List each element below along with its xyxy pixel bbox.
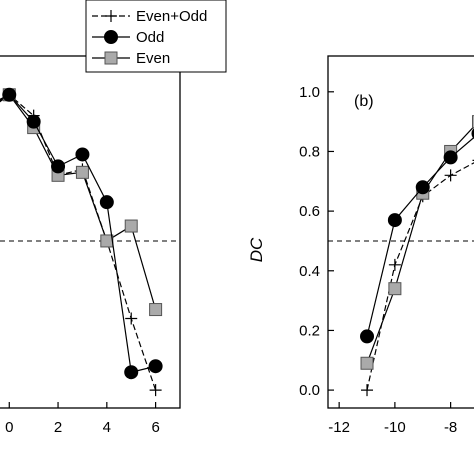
panel-a-xtick-label-1: 2 — [54, 419, 62, 436]
panel-a-point-square-4 — [75, 165, 89, 179]
panel-a-point-circle-6 — [124, 365, 139, 380]
panel-a-series-line-square — [0, 93, 157, 310]
panel-a-point-square-6 — [124, 219, 138, 233]
panel-b-point-plus-0 — [361, 384, 374, 397]
panel-b-point-circle-0 — [360, 329, 375, 344]
panel-b-point-plus-1 — [388, 258, 401, 271]
panel-b-ytick-label-2: 0.4 — [299, 263, 320, 280]
panel-a-point-square-5 — [100, 234, 114, 248]
panel-b-frame — [327, 55, 474, 409]
panel-a-series-line-plus — [0, 94, 157, 391]
panel-a-series-layer — [0, 87, 163, 397]
panel-b-point-square-0 — [360, 356, 374, 370]
panel-a-point-circle-3 — [51, 159, 66, 174]
panel-a-point-plus-7 — [149, 384, 162, 397]
panel-a-point-square-7 — [149, 303, 163, 317]
legend-label-square: Even — [136, 50, 170, 67]
panel-b-point-square-1 — [388, 282, 402, 296]
legend-label-circle: Odd — [136, 29, 164, 46]
panel-a-point-plus-6 — [125, 312, 138, 325]
panel-a-point-circle-2 — [26, 114, 41, 129]
panel-b: -12-10-8-6 0.00.20.40.60.81.0 (b) DC — [247, 55, 474, 436]
panel-b-ytick-label-3: 0.6 — [299, 203, 320, 220]
panel-a-xtick-label-3: 6 — [151, 419, 159, 436]
legend-entries: Even+Odd Odd Even — [92, 8, 207, 67]
panel-b-series-line-square — [366, 125, 474, 364]
panel-b-label: (b) — [354, 93, 374, 110]
panel-b-point-circle-3 — [443, 150, 458, 165]
panel-a-xticks: 0 2 4 6 — [5, 402, 160, 436]
panel-b-series-layer — [360, 115, 474, 397]
panel-a: 0 2 4 6 — [0, 55, 181, 436]
panel-a-xtick-label-2: 4 — [103, 419, 111, 436]
panel-b-yticks: 0.0 0.2 0.4 0.6 0.8 1.0 — [299, 84, 334, 399]
panel-a-point-circle-5 — [99, 195, 114, 210]
panel-b-ytick-label-0: 0.0 — [299, 382, 320, 399]
panel-a-point-circle-1 — [2, 87, 17, 102]
legend-label-plus: Even+Odd — [136, 8, 207, 25]
panel-b-xtick-label-2: -8 — [444, 419, 457, 436]
panel-a-xtick-label-0: 0 — [5, 419, 13, 436]
panel-a-frame — [0, 55, 181, 409]
panel-a-point-circle-4 — [75, 147, 90, 162]
panel-b-ytick-label-4: 0.8 — [299, 143, 320, 160]
legend: Even+Odd Odd Even — [85, 0, 227, 73]
legend-marker-plus — [105, 10, 117, 22]
panel-b-ytick-label-1: 0.2 — [299, 322, 320, 339]
panel-b-point-circle-2 — [415, 180, 430, 195]
panel-b-xticks: -12-10-8-6 — [328, 402, 457, 436]
legend-marker-circle — [104, 30, 118, 44]
panel-b-ytick-label-5: 1.0 — [299, 84, 320, 101]
panel-b-point-plus-3 — [444, 169, 457, 182]
panel-a-series-line-circle — [0, 94, 156, 373]
panel-b-xtick-label-0: -12 — [328, 419, 350, 436]
panel-b-series-line-circle — [366, 136, 474, 337]
panel-b-series-line-plus — [366, 162, 474, 391]
panel-b-ylabel: DC — [247, 237, 266, 262]
panel-b-point-circle-4 — [471, 128, 474, 139]
panel-b-point-circle-1 — [387, 213, 402, 228]
panel-a-point-circle-7 — [148, 359, 163, 374]
legend-marker-square — [104, 51, 118, 65]
panel-b-point-square-4 — [471, 115, 474, 129]
panel-b-xtick-label-1: -10 — [384, 419, 406, 436]
